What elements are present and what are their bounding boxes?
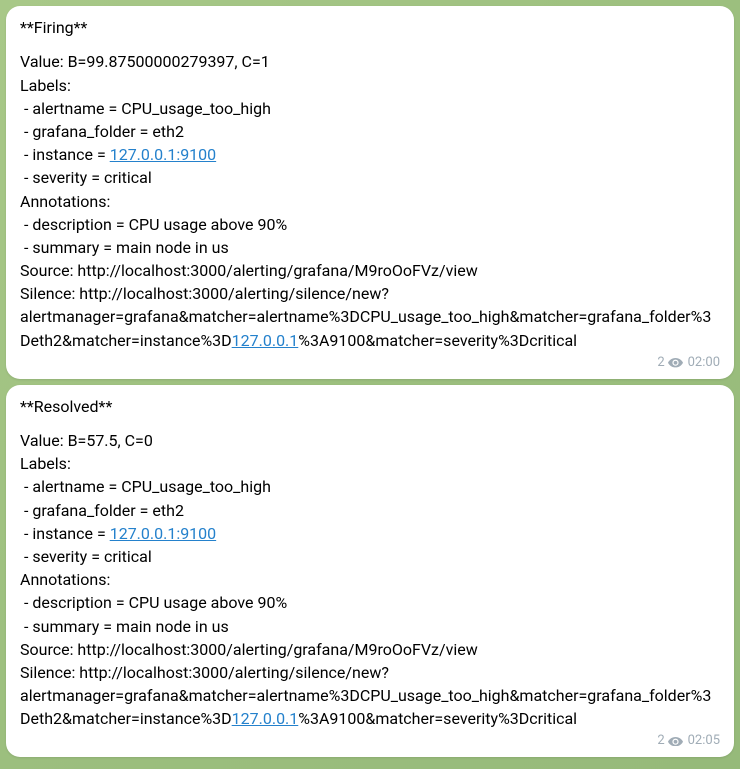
views-number: 2 [657,354,664,373]
alert-title: **Firing** [20,16,720,39]
annotations-header: Annotations: [20,570,110,589]
label-value-link[interactable]: 127.0.0.1:9100 [110,524,216,543]
label-value: critical [104,168,152,187]
source-line: Source: http://localhost:3000/alerting/g… [20,640,478,659]
silence-ip-link[interactable]: 127.0.0.1 [232,709,299,728]
timestamp: 02:05 [688,732,720,751]
label-value-link[interactable]: 127.0.0.1:9100 [110,145,216,164]
label-value: CPU_usage_too_high [121,477,271,496]
label-value: eth2 [152,501,184,520]
label-value: CPU_usage_too_high [121,99,271,118]
message-bubble-resolved: **Resolved** Value: B=57.5, C=0 Labels: … [6,385,734,758]
alert-body: Value: B=99.87500000279397, C=1 Labels: … [20,50,720,351]
timestamp: 02:00 [688,354,720,373]
messages-container: **Firing** Value: B=99.87500000279397, C… [6,6,734,757]
value-line: Value: B=57.5, C=0 [20,431,153,450]
message-meta: 2 02:00 [20,354,720,373]
view-count: 2 [657,732,682,751]
eye-icon [668,737,683,747]
views-number: 2 [657,732,664,751]
source-line: Source: http://localhost:3000/alerting/g… [20,261,478,280]
alert-title: **Resolved** [20,395,720,418]
label-value: eth2 [152,122,184,141]
silence-line: Silence: http://localhost:3000/alerting/… [20,663,711,728]
label-value: critical [104,547,152,566]
view-count: 2 [657,354,682,373]
annotations-header: Annotations: [20,192,110,211]
silence-ip-link[interactable]: 127.0.0.1 [232,331,299,350]
value-line: Value: B=99.87500000279397, C=1 [20,52,270,71]
labels-header: Labels: [20,454,71,473]
alert-body: Value: B=57.5, C=0 Labels: - alertname =… [20,429,720,730]
message-bubble-firing: **Firing** Value: B=99.87500000279397, C… [6,6,734,379]
labels-header: Labels: [20,76,71,95]
eye-icon [668,358,683,368]
silence-line: Silence: http://localhost:3000/alerting/… [20,284,711,349]
message-meta: 2 02:05 [20,732,720,751]
